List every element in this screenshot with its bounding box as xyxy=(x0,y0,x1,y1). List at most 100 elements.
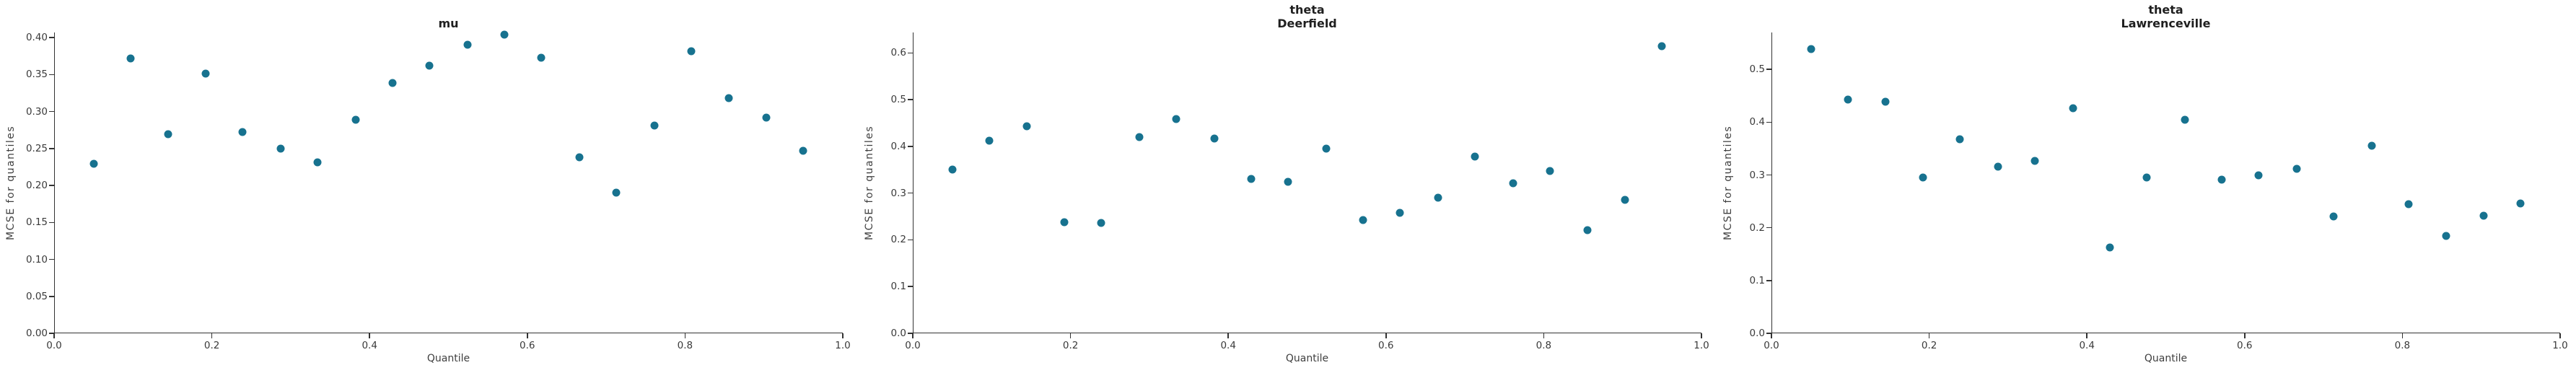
data-point xyxy=(1881,97,1890,106)
y-tick-mark xyxy=(1766,174,1771,176)
y-tick-label: 0.00 xyxy=(25,328,48,339)
x-axis-label: Quantile xyxy=(2144,353,2188,364)
y-tick-label: 0.10 xyxy=(25,253,48,266)
data-point xyxy=(2217,175,2226,184)
x-tick-mark xyxy=(684,333,686,338)
data-point xyxy=(2069,104,2077,113)
y-tick-label: 0.0 xyxy=(890,328,906,339)
x-tick-mark xyxy=(1069,333,1072,338)
y-tick-label: 0.5 xyxy=(890,94,906,106)
data-point xyxy=(1919,173,1927,182)
x-tick-label: 0.6 xyxy=(1378,340,1394,351)
data-point xyxy=(126,54,135,63)
data-point xyxy=(1471,152,1479,161)
data-point xyxy=(1060,218,1069,227)
data-point xyxy=(2142,173,2151,182)
y-tick-label: 0.1 xyxy=(890,281,906,293)
data-point xyxy=(164,130,172,139)
x-tick-label: 0.0 xyxy=(46,340,62,351)
x-tick-mark xyxy=(1543,333,1545,338)
y-tick-mark xyxy=(49,185,54,186)
panel-mu: mu MCSE for quantiles Quantile 0.00 0.05 0… xyxy=(0,0,859,373)
panel-title-line-2: Lawrenceville xyxy=(2121,17,2211,30)
plot-area xyxy=(54,32,843,333)
data-point xyxy=(1955,135,1964,144)
data-point xyxy=(2516,199,2525,208)
y-tick-mark xyxy=(1766,69,1771,70)
data-point xyxy=(1359,216,1367,224)
x-tick-label: 0.4 xyxy=(362,340,377,351)
x-tick-mark xyxy=(1385,333,1387,338)
data-point xyxy=(89,159,98,168)
data-point xyxy=(1546,167,1554,175)
data-point xyxy=(1135,133,1144,141)
plot-area xyxy=(1771,32,2560,333)
data-point xyxy=(201,69,210,78)
y-tick-mark xyxy=(49,221,54,224)
y-tick-mark xyxy=(49,258,54,260)
data-point xyxy=(948,165,957,174)
y-tick-label: 0.2 xyxy=(890,234,906,246)
data-point xyxy=(1807,45,1815,53)
data-point xyxy=(238,128,247,136)
x-tick-label: 0.4 xyxy=(2079,340,2095,351)
data-point xyxy=(2106,243,2114,252)
data-point xyxy=(1322,144,1331,153)
y-tick-mark xyxy=(908,146,913,147)
x-tick-label: 1.0 xyxy=(835,340,851,351)
y-tick-mark xyxy=(49,296,54,297)
y-tick-label: 0.0 xyxy=(1749,328,1765,339)
x-tick-label: 0.8 xyxy=(2394,340,2411,351)
data-point xyxy=(2181,115,2189,124)
data-point xyxy=(2442,232,2450,240)
y-tick-label: 0.1 xyxy=(1749,274,1765,286)
data-point xyxy=(650,121,659,130)
data-point xyxy=(985,136,994,145)
x-tick-label: 0.8 xyxy=(1535,340,1552,351)
y-tick-label: 0.20 xyxy=(25,180,48,192)
x-tick-label: 0.6 xyxy=(2237,340,2253,351)
x-tick-mark xyxy=(2244,333,2246,338)
x-tick-label: 0.8 xyxy=(677,340,693,351)
panel-title-line-2: Deerfield xyxy=(1277,17,1337,30)
y-tick-mark xyxy=(908,192,913,194)
x-tick-mark xyxy=(53,333,55,338)
x-tick-label: 1.0 xyxy=(2552,340,2568,351)
y-tick-mark xyxy=(908,286,913,287)
x-tick-mark xyxy=(912,333,914,338)
x-tick-mark xyxy=(211,333,213,338)
data-point xyxy=(2404,200,2413,209)
data-point xyxy=(313,158,322,167)
y-tick-mark xyxy=(49,110,54,113)
data-point xyxy=(2329,212,2338,221)
data-point xyxy=(500,30,509,39)
data-point xyxy=(575,153,584,162)
y-tick-label: 0.4 xyxy=(890,140,906,152)
panel-title-line-1: theta xyxy=(2148,3,2183,17)
x-tick-mark xyxy=(2559,333,2561,338)
y-tick-label: 0.15 xyxy=(25,216,48,229)
y-tick-label: 0.5 xyxy=(1749,63,1765,76)
y-tick-mark xyxy=(1766,280,1771,281)
y-tick-mark xyxy=(908,52,913,54)
data-point xyxy=(1396,209,1404,217)
x-tick-label: 0.2 xyxy=(1921,340,1937,351)
x-tick-mark xyxy=(369,333,370,338)
x-tick-label: 0.0 xyxy=(1764,340,1779,351)
x-tick-mark xyxy=(1701,333,1702,338)
x-tick-label: 0.6 xyxy=(520,340,535,351)
data-point xyxy=(1022,122,1031,130)
y-tick-mark xyxy=(1766,121,1771,123)
data-point xyxy=(2292,164,2301,173)
data-point xyxy=(724,94,732,102)
x-tick-mark xyxy=(2401,333,2404,338)
x-tick-label: 0.0 xyxy=(905,340,921,351)
data-point xyxy=(612,188,621,197)
y-tick-label: 0.3 xyxy=(890,187,906,199)
data-point xyxy=(2367,141,2376,150)
y-tick-mark xyxy=(49,74,54,76)
x-tick-mark xyxy=(842,333,844,338)
data-point xyxy=(425,61,434,70)
x-axis-label: Quantile xyxy=(426,353,470,364)
